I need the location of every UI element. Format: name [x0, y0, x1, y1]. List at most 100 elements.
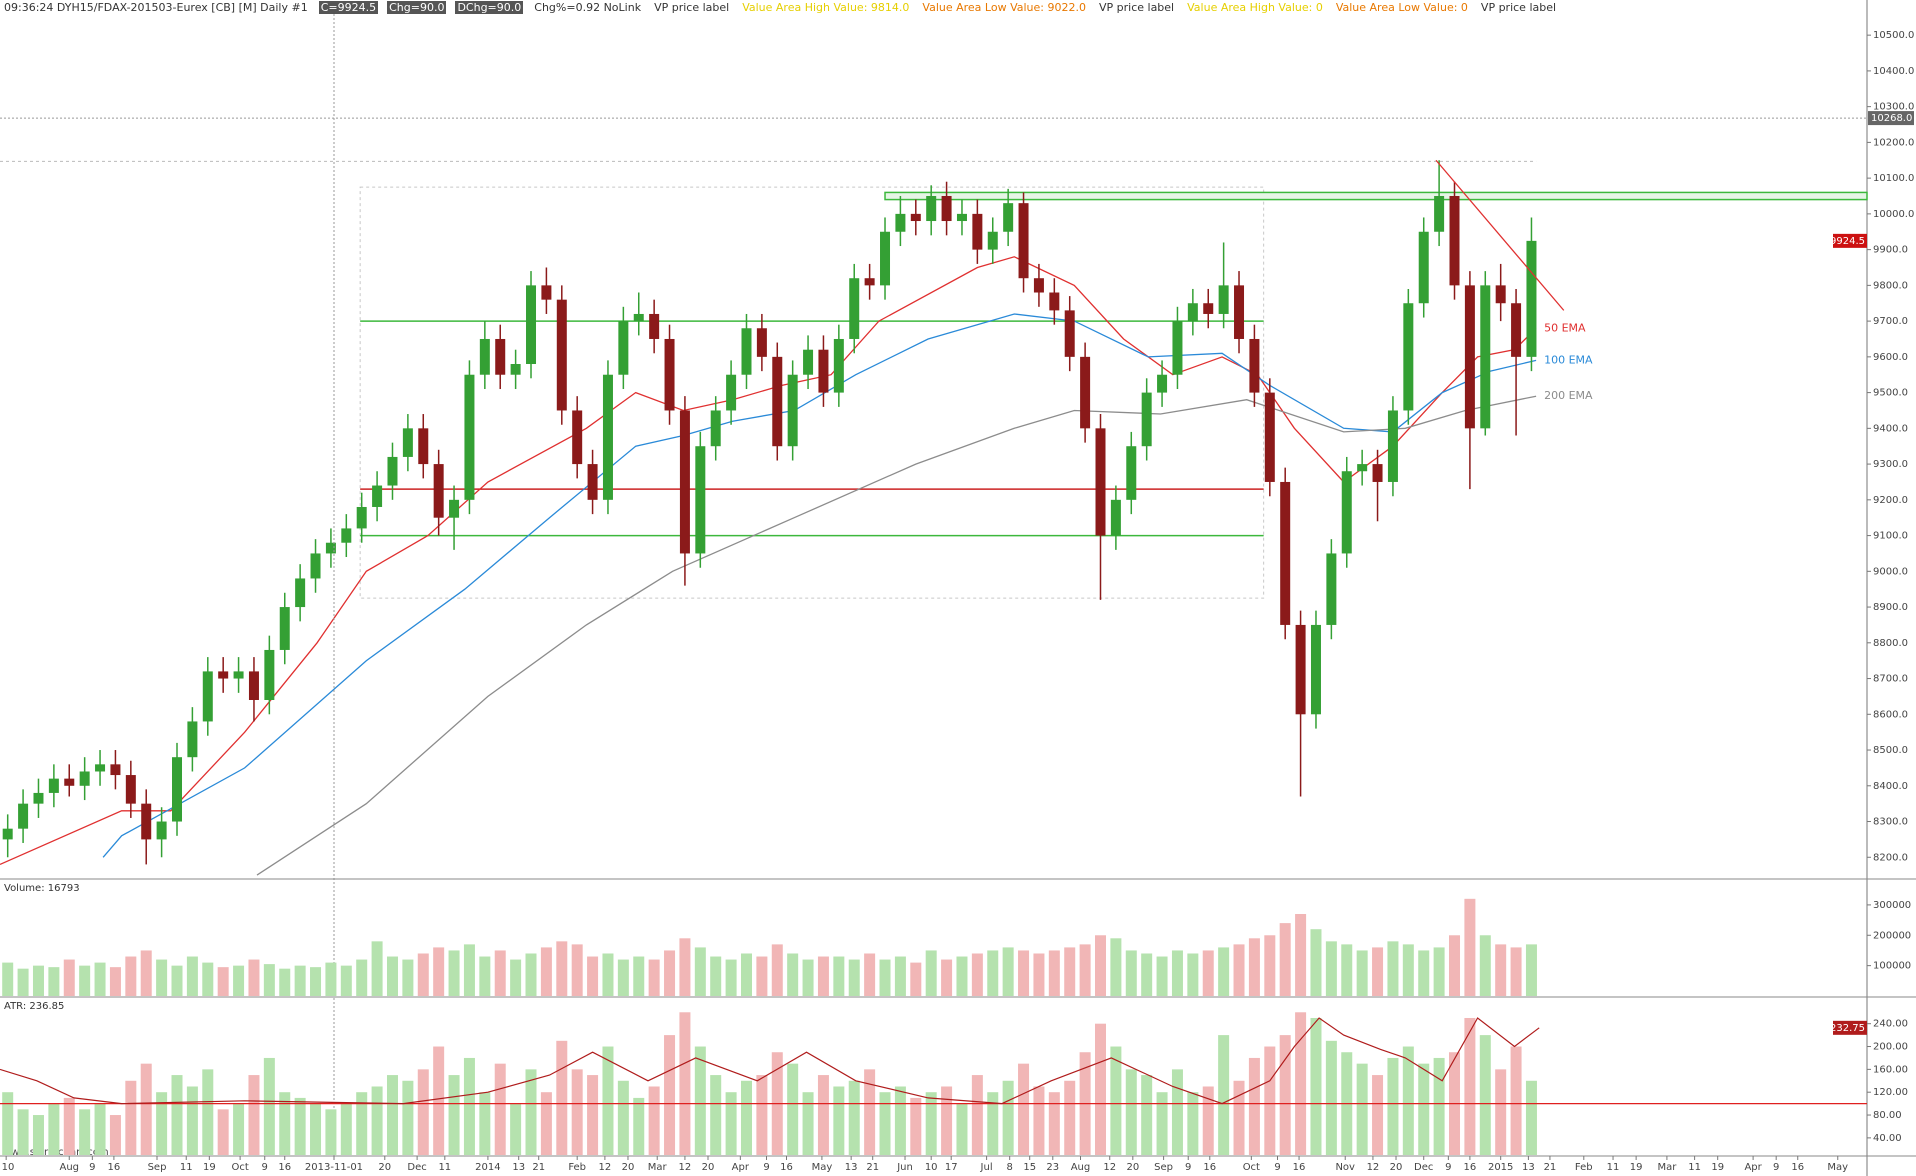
x-tick-label: 9 [1445, 1162, 1451, 1173]
bar [463, 944, 475, 996]
bar [1295, 914, 1307, 996]
bar [63, 959, 75, 996]
zone [884, 191, 1868, 201]
y-tick-label: 8700.0 [1873, 674, 1908, 685]
x-tick-label: 11 [1688, 1162, 1701, 1173]
bar [1064, 947, 1076, 996]
bar [1125, 1069, 1137, 1155]
x-tick-label: 9 [1773, 1162, 1779, 1173]
candle-body [1495, 285, 1506, 304]
candle-body [479, 338, 490, 375]
bar [417, 1069, 429, 1155]
x-tick-label: 9 [89, 1162, 95, 1173]
y-tick-label: 8600.0 [1873, 709, 1908, 720]
candle-body [248, 671, 259, 700]
bar [1218, 1035, 1230, 1155]
bar [864, 953, 876, 996]
candle-body [218, 671, 229, 679]
bar [94, 962, 106, 996]
bar [1510, 1046, 1522, 1155]
bar [941, 1086, 953, 1155]
bar [1187, 1092, 1199, 1155]
y-tick-label: 8200.0 [1873, 852, 1908, 863]
candle-body [618, 321, 629, 375]
y-tick-label: 10100.0 [1873, 173, 1914, 184]
candle-body [1080, 356, 1091, 429]
y-tick-label: 8900.0 [1873, 602, 1908, 613]
header-item: VP price label [654, 1, 730, 14]
bar [617, 1080, 629, 1155]
bar [1033, 953, 1045, 996]
x-tick-label: 20 [622, 1162, 635, 1173]
candle-body [95, 764, 106, 772]
bar [217, 967, 229, 996]
bar [771, 944, 783, 996]
bar [648, 959, 660, 996]
candle-body [1326, 553, 1337, 625]
y-tick-label: 9800.0 [1873, 280, 1908, 291]
x-tick-label: 12 [679, 1162, 692, 1173]
bar [725, 959, 737, 996]
candle-body [633, 313, 644, 322]
candle-body [64, 778, 75, 786]
bar [664, 950, 676, 996]
candle-body [1264, 392, 1275, 482]
candle-body [1372, 464, 1383, 482]
bar [294, 1097, 306, 1155]
candle-body [233, 671, 244, 679]
candle-body [572, 410, 583, 465]
bar [756, 1075, 768, 1155]
x-tick-label: Aug [1071, 1162, 1091, 1173]
x-tick-label: May [812, 1162, 833, 1173]
x-tick-label: Jun [896, 1162, 913, 1173]
bar [1110, 1046, 1122, 1155]
candle-body [156, 821, 167, 840]
header-item: VP price label [1480, 1, 1557, 14]
candle-body [710, 410, 721, 447]
candle-body [926, 196, 937, 222]
bar [1002, 947, 1014, 996]
y-tick-label: 100000 [1873, 961, 1911, 972]
bar [1510, 947, 1522, 996]
line [0, 1017, 1540, 1105]
bar [32, 1115, 44, 1155]
candle-body [310, 553, 321, 579]
bar [279, 968, 291, 996]
bar [1295, 1012, 1307, 1155]
candle-body [602, 374, 613, 500]
bar [48, 1103, 60, 1155]
bar [279, 1092, 291, 1155]
last-value-tag: 232.75 [1830, 1023, 1865, 1034]
y-tick-label: 9700.0 [1873, 316, 1908, 327]
candle-body [356, 506, 367, 529]
panel-title: ATR: 236.85 [4, 1001, 64, 1012]
candle-body [187, 721, 198, 758]
x-tick-label: 9 [1274, 1162, 1280, 1173]
bar [1018, 1063, 1030, 1155]
x-tick-label: Mar [1657, 1162, 1677, 1173]
y-tick-label: 80.00 [1873, 1110, 1902, 1121]
y-tick-label: 10200.0 [1873, 137, 1914, 148]
candle-body [726, 374, 737, 411]
cursor-label: 10268.0 [1871, 113, 1912, 124]
candle-body [295, 578, 306, 608]
bar [1048, 950, 1060, 996]
bar [710, 956, 722, 996]
bar [817, 1075, 829, 1155]
bar [540, 1092, 552, 1155]
last-price-tag-box [1833, 233, 1867, 248]
bar [987, 950, 999, 996]
bar [1094, 935, 1106, 996]
bar [1171, 1069, 1183, 1155]
candle-body [756, 328, 767, 357]
candle-body [1280, 481, 1291, 625]
bar [864, 1069, 876, 1155]
y-tick-label: 120.00 [1873, 1087, 1908, 1098]
header-item: Value Area High Value: 0 [1187, 1, 1323, 14]
x-tick-label: 19 [203, 1162, 216, 1173]
bar [694, 1046, 706, 1155]
line [0, 256, 1537, 865]
header-item: Value Area High Value: 9814.0 [742, 1, 910, 14]
